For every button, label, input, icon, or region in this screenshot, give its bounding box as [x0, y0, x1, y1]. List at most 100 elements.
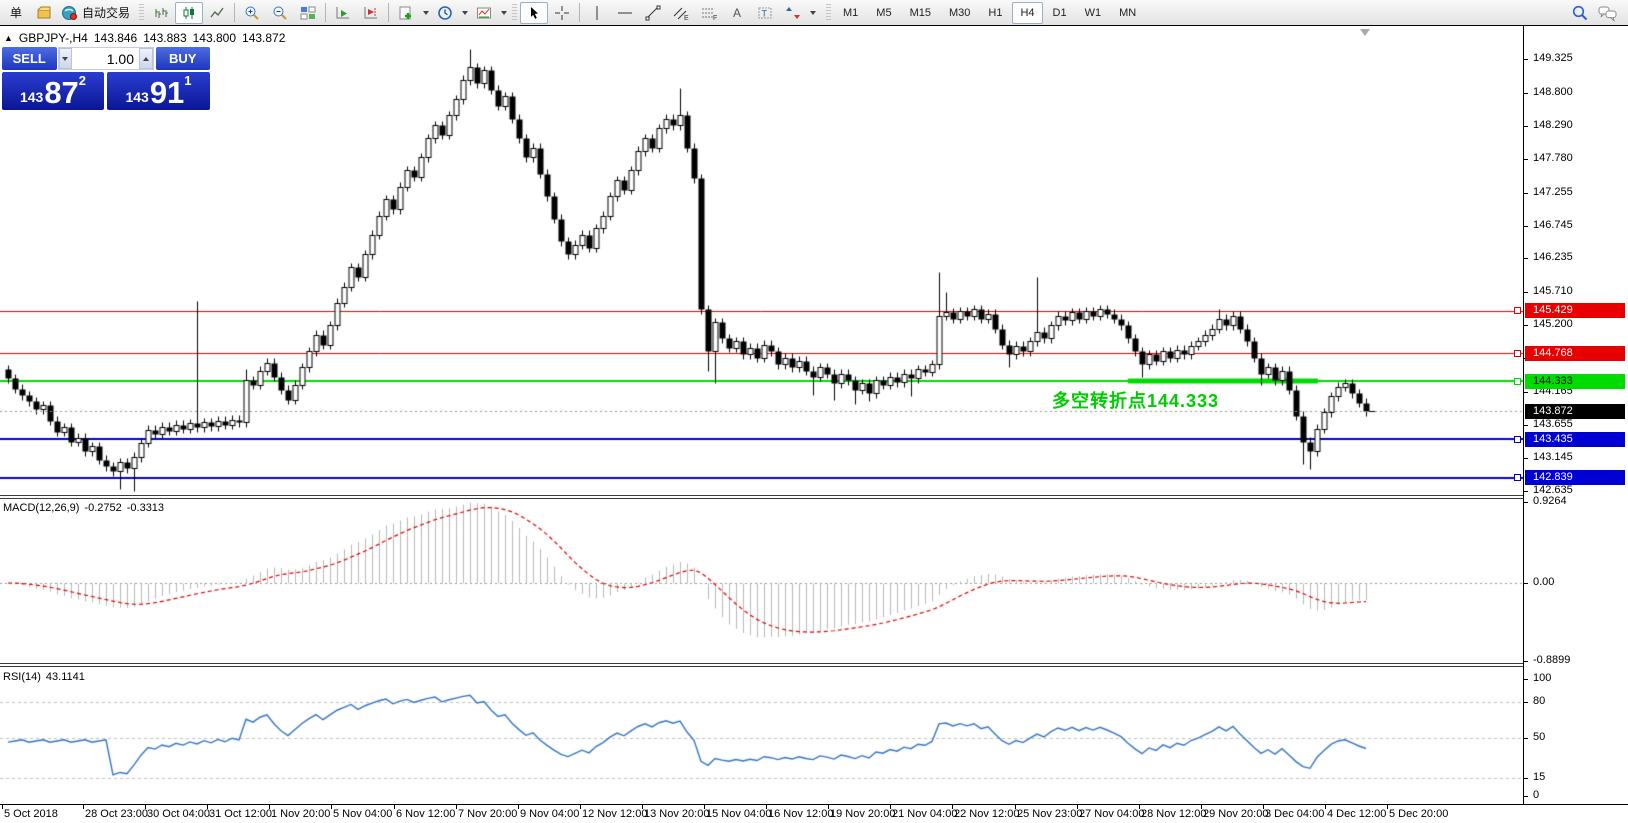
price-badge: 144.768	[1525, 346, 1625, 361]
fibonacci-button[interactable]: F	[695, 2, 723, 24]
buy-button[interactable]: BUY	[155, 47, 210, 70]
time-label: 27 Nov 04:00	[1079, 808, 1145, 820]
arrows-button[interactable]	[779, 2, 807, 24]
line-chart-button[interactable]	[203, 2, 231, 24]
text-button[interactable]: A	[723, 2, 751, 24]
chart-shift-button[interactable]	[357, 2, 385, 24]
timeframe-bar: M1 M5 M15 M30 H1 H4 D1 W1 MN	[834, 1, 1145, 24]
text-label-button[interactable]: T	[751, 2, 779, 24]
chart-annotation: 多空转折点144.333	[1052, 391, 1220, 411]
new-order-button[interactable]: 单	[2, 2, 30, 24]
candlestick-button[interactable]	[175, 1, 204, 24]
indicators-button[interactable]	[392, 2, 420, 24]
chevron-down-icon	[62, 56, 69, 61]
time-tick	[145, 805, 146, 809]
macd-main-value: -0.2752	[84, 502, 122, 514]
time-label: 22 Nov 12:00	[954, 808, 1020, 820]
chart-shift-icon	[363, 5, 379, 21]
arrows-dropdown[interactable]	[807, 3, 818, 23]
add-indicator-icon	[398, 5, 414, 21]
volume-input[interactable]	[72, 48, 139, 69]
macd-chart[interactable]	[0, 499, 1523, 663]
timeframe-d1[interactable]: D1	[1052, 6, 1067, 19]
time-label: 31 Oct 12:00	[209, 808, 272, 820]
time-axis[interactable]: 5 Oct 2018 28 Oct 23:00 30 Oct 04:00 31 Oct…	[0, 804, 1628, 823]
timeframe-m15[interactable]: M15	[909, 6, 931, 19]
sell-price-button[interactable]: 143 87 2	[2, 72, 104, 110]
autotrading-button[interactable]: 自动交易	[58, 2, 136, 24]
equidistant-channel-button[interactable]: E	[667, 2, 695, 24]
time-label: 25 Nov 23:00	[1017, 808, 1083, 820]
timeframe-m5[interactable]: M5	[876, 6, 892, 19]
volume-down-button[interactable]	[58, 48, 72, 69]
time-label: 5 Dec 20:00	[1389, 808, 1449, 820]
timeframe-mn[interactable]: MN	[1119, 6, 1137, 19]
level-handle[interactable]	[1514, 474, 1521, 481]
fibonacci-icon: F	[701, 5, 718, 21]
rsi-axis-label: 100	[1533, 672, 1552, 684]
timeframe-m1[interactable]: M1	[843, 6, 859, 19]
timeframe-w1[interactable]: W1	[1084, 6, 1102, 19]
trendline-button[interactable]	[639, 2, 667, 24]
timeframe-h4[interactable]: H4	[1012, 1, 1043, 24]
price-tick	[1524, 193, 1528, 194]
svg-text:A: A	[733, 6, 741, 20]
chart-shift-marker-icon[interactable]	[1360, 29, 1370, 36]
price-tick-label: 146.745	[1533, 219, 1573, 231]
volume-up-button[interactable]	[139, 48, 153, 69]
time-tick	[828, 805, 829, 809]
horizontal-line-button[interactable]	[611, 2, 639, 24]
periods-button[interactable]	[431, 2, 459, 24]
toolbar-separator	[388, 3, 390, 22]
vertical-line-icon	[590, 5, 604, 21]
sell-button[interactable]: SELL	[2, 47, 57, 70]
vertical-line-button[interactable]	[583, 2, 611, 24]
buy-price-main: 91	[149, 75, 185, 110]
chat-button[interactable]	[1594, 2, 1622, 24]
price-chart[interactable]	[0, 26, 1523, 495]
panel-toggle-icon[interactable]: ▲	[4, 33, 13, 43]
bar-open: 143.846	[93, 31, 138, 45]
level-handle[interactable]	[1514, 307, 1521, 314]
price-tick-label: 148.800	[1533, 86, 1573, 98]
buy-price-prefix: 143	[125, 89, 149, 105]
zoom-in-button[interactable]	[238, 2, 266, 24]
price-tick	[1524, 159, 1528, 160]
zoom-out-button[interactable]	[266, 2, 294, 24]
level-handle[interactable]	[1514, 378, 1521, 385]
toolbar-separator	[234, 3, 236, 22]
buy-price-button[interactable]: 143 91 1	[107, 72, 210, 110]
time-label: 5 Nov 04:00	[333, 808, 393, 820]
pane-separator[interactable]	[0, 663, 1523, 667]
timeframe-h1[interactable]: H1	[988, 6, 1003, 19]
channel-icon: E	[673, 5, 690, 21]
time-label: 9 Nov 04:00	[520, 808, 580, 820]
rsi-chart[interactable]	[0, 667, 1523, 804]
time-label: 30 Oct 04:00	[147, 808, 210, 820]
price-axis[interactable]: 149.325 148.800 148.290 147.780 147.255 146.7…	[1523, 26, 1628, 804]
text-label-icon: T	[757, 5, 773, 21]
time-label: 6 Nov 12:00	[396, 808, 456, 820]
level-handle[interactable]	[1514, 350, 1521, 357]
price-badge: 145.429	[1525, 303, 1625, 318]
toolbar-grip	[826, 3, 832, 22]
auto-scroll-button[interactable]	[329, 2, 357, 24]
cursor-button[interactable]	[520, 1, 549, 24]
crosshair-icon	[554, 5, 570, 21]
timeframe-m30[interactable]: M30	[948, 6, 971, 19]
toolbar: 单 自动交易	[0, 0, 1628, 25]
pane-separator[interactable]	[0, 495, 1523, 499]
order-history-button[interactable]	[30, 2, 58, 24]
templates-button[interactable]	[470, 2, 498, 24]
crosshair-button[interactable]	[548, 2, 576, 24]
search-button[interactable]	[1566, 2, 1594, 24]
templates-dropdown[interactable]	[498, 3, 509, 23]
level-handle[interactable]	[1514, 436, 1521, 443]
tile-windows-button[interactable]	[294, 2, 322, 24]
svg-text:F: F	[713, 15, 717, 21]
time-tick	[331, 805, 332, 809]
indicators-dropdown[interactable]	[420, 3, 431, 23]
price-tick-label: 145.710	[1533, 285, 1573, 297]
bar-chart-button[interactable]	[147, 2, 175, 24]
periods-dropdown[interactable]	[459, 3, 470, 23]
